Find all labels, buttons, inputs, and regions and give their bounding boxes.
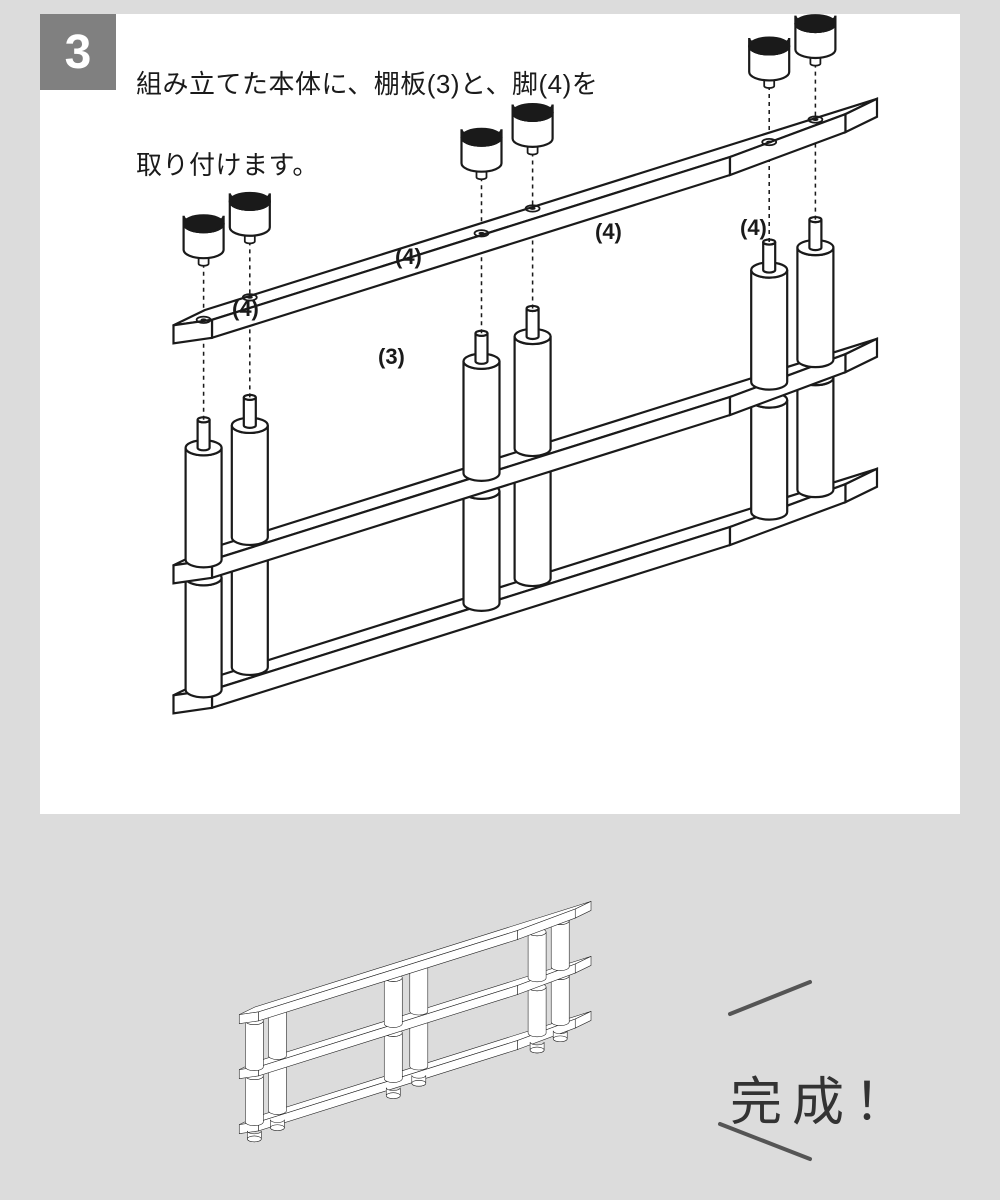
part-label: (3): [378, 344, 405, 369]
part-label: (4): [395, 244, 422, 269]
completion-text: 完成！: [730, 1060, 916, 1135]
assembly-diagram: (4) (4) (4) (4) (3): [40, 14, 960, 814]
completion-label: 完成！: [730, 1074, 916, 1132]
step-panel: 3 組み立てた本体に、棚板(3)と、脚(4)を 取り付けます。 (4)(4)(4…: [40, 14, 960, 814]
page-root: 3 組み立てた本体に、棚板(3)と、脚(4)を 取り付けます。 (4)(4)(4…: [0, 0, 1000, 1200]
finished-product-diagram: [0, 814, 1000, 1200]
part-label: (4): [232, 296, 259, 321]
part-label: (4): [595, 219, 622, 244]
part-label: (4): [740, 215, 767, 240]
